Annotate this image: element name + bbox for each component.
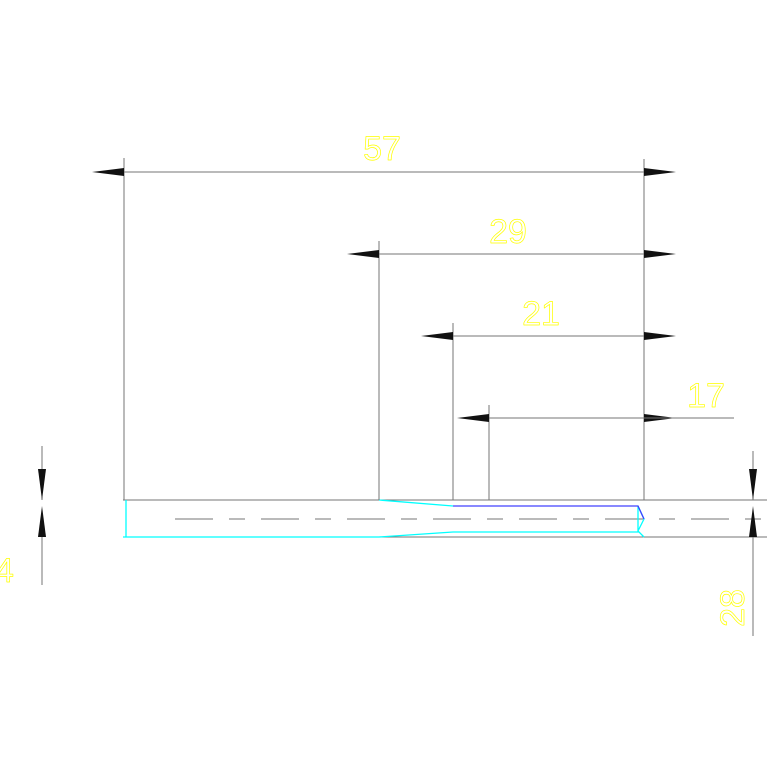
svg-text:57: 57 <box>363 130 401 168</box>
svg-text:21: 21 <box>522 295 560 333</box>
svg-text:4: 4 <box>0 552 14 590</box>
svg-text:28: 28 <box>714 589 752 627</box>
svg-text:29: 29 <box>489 213 527 251</box>
svg-text:17: 17 <box>687 377 725 415</box>
